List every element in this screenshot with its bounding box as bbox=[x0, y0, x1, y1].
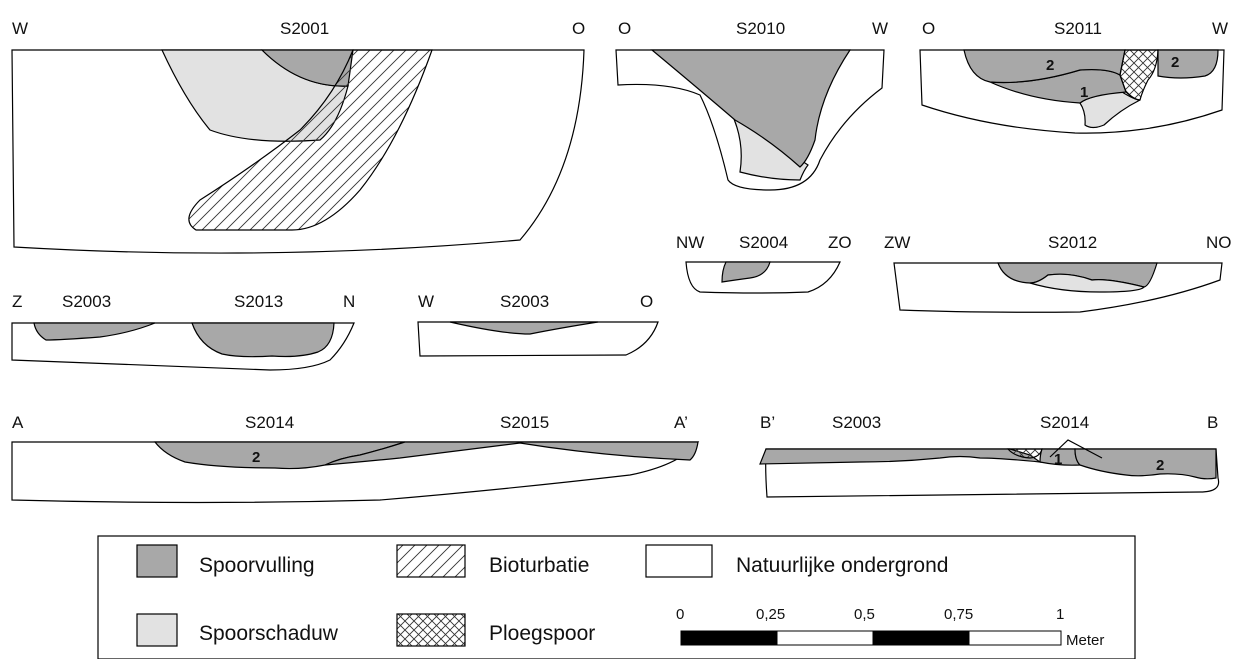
s2004-fill bbox=[721, 261, 771, 283]
s2001-bioturbation bbox=[188, 49, 433, 231]
s2011-plough-mark bbox=[1119, 49, 1159, 101]
s2011-layer-2b: 2 bbox=[1171, 54, 1179, 71]
s2011-fill-2-left bbox=[963, 49, 1126, 84]
profile-s2003: W S2003 O bbox=[417, 292, 659, 357]
scalebar-tick-05: 0,5 bbox=[854, 606, 875, 623]
scalebar-tick-0: 0 bbox=[676, 606, 684, 623]
s2012-orientation-left: ZW bbox=[884, 233, 910, 252]
scalebar-unit: Meter bbox=[1066, 632, 1104, 649]
scalebar: 0 0,25 0,5 0,75 1 Meter bbox=[676, 606, 1104, 649]
s2003-s2013-title-a: S2003 bbox=[62, 292, 111, 311]
profile-s2001: W S2001 O bbox=[11, 19, 585, 254]
legend-label-natuurlijke-ondergrond: Natuurlijke ondergrond bbox=[736, 554, 948, 577]
bb-title-b: S2014 bbox=[1040, 413, 1089, 432]
legend-swatch-natuurlijke-ondergrond bbox=[645, 544, 713, 578]
bb-orientation-right: B bbox=[1207, 413, 1218, 432]
scalebar-segment-2 bbox=[776, 630, 874, 646]
profile-s2010: O S2010 W bbox=[615, 19, 888, 191]
bb-layer-2: 2 bbox=[1156, 457, 1164, 474]
s2003-orientation-right: O bbox=[640, 292, 653, 311]
bb-layer-1: 1 bbox=[1054, 451, 1062, 468]
s2010-title: S2010 bbox=[736, 19, 785, 38]
scalebar-segment-4 bbox=[968, 630, 1062, 646]
s2012-orientation-right: NO bbox=[1206, 233, 1232, 252]
aa-orientation-left: A bbox=[12, 413, 24, 432]
legend-label-ploegspoor: Ploegspoor bbox=[489, 622, 595, 645]
s2011-title: S2011 bbox=[1054, 19, 1102, 38]
legend-label-bioturbatie: Bioturbatie bbox=[489, 554, 589, 577]
s2010-fill bbox=[650, 49, 852, 168]
s2012-shadow bbox=[1029, 273, 1146, 293]
profile-s2003-s2013: Z S2003 S2013 N bbox=[11, 292, 355, 371]
bb-title-a: S2003 bbox=[832, 413, 881, 432]
aa-fill-s2015 bbox=[324, 441, 699, 466]
s2001-orientation-left: W bbox=[12, 19, 28, 38]
aa-title-b: S2015 bbox=[500, 413, 549, 432]
s2003-fill bbox=[33, 322, 156, 341]
bb-orientation-left: B’ bbox=[760, 413, 775, 432]
s2003-s2013-orientation-right: N bbox=[343, 292, 355, 311]
s2004-orientation-left: NW bbox=[676, 233, 704, 252]
legend-swatch-ploegspoor bbox=[396, 613, 466, 647]
s2011-orientation-right: W bbox=[1212, 19, 1228, 38]
aa-title-a: S2014 bbox=[245, 413, 294, 432]
s2011-layer-2a: 2 bbox=[1046, 57, 1054, 74]
s2003-s2013-orientation-left: Z bbox=[12, 292, 22, 311]
s2013-fill bbox=[191, 322, 335, 358]
s2001-orientation-right: O bbox=[572, 19, 585, 38]
s2011-fill-2-right bbox=[1157, 49, 1219, 79]
scalebar-tick-1: 1 bbox=[1056, 606, 1064, 623]
legend: Spoorvulling Bioturbatie Natuurlijke ond… bbox=[97, 535, 1136, 659]
s2004-title: S2004 bbox=[739, 233, 788, 252]
profile-s2011: 2 2 1 O S2011 W bbox=[919, 19, 1228, 134]
legend-swatch-spoorvulling bbox=[136, 544, 178, 578]
s2001-title: S2001 bbox=[280, 19, 329, 38]
profile-a-a: 2 A S2014 S2015 A’ bbox=[11, 413, 700, 504]
scalebar-tick-075: 0,75 bbox=[944, 606, 973, 623]
s2012-title: S2012 bbox=[1048, 233, 1097, 252]
s2003-s2013-title-b: S2013 bbox=[234, 292, 283, 311]
profile-s2004: NW S2004 ZO bbox=[676, 233, 852, 294]
profile-b-b: 1 2 B’ S2003 S2014 B bbox=[759, 413, 1220, 498]
legend-swatch-bioturbatie bbox=[396, 544, 466, 578]
bb-leader-lines bbox=[1049, 439, 1103, 459]
s2011-layer-1: 1 bbox=[1080, 84, 1088, 101]
aa-layer-2: 2 bbox=[252, 449, 260, 466]
s2003-title: S2003 bbox=[500, 292, 549, 311]
s2010-orientation-right: W bbox=[872, 19, 888, 38]
scalebar-segment-1 bbox=[680, 630, 778, 646]
s2004-orientation-right: ZO bbox=[828, 233, 852, 252]
bb-fill-2 bbox=[1074, 448, 1217, 480]
scalebar-tick-025: 0,25 bbox=[756, 606, 785, 623]
legend-label-spoorvulling: Spoorvulling bbox=[199, 554, 315, 577]
legend-label-spoorschaduw: Spoorschaduw bbox=[199, 622, 339, 645]
s2003-orientation-left: W bbox=[418, 292, 434, 311]
profile-s2012: ZW S2012 NO bbox=[884, 233, 1232, 313]
scalebar-segment-3 bbox=[872, 630, 970, 646]
s2011-orientation-left: O bbox=[922, 19, 935, 38]
legend-swatch-spoorschaduw bbox=[136, 613, 178, 647]
s2010-orientation-left: O bbox=[618, 19, 631, 38]
s2003-wo-fill bbox=[449, 321, 599, 335]
s2003-natural-ground bbox=[417, 321, 659, 357]
aa-orientation-right: A’ bbox=[674, 413, 688, 432]
